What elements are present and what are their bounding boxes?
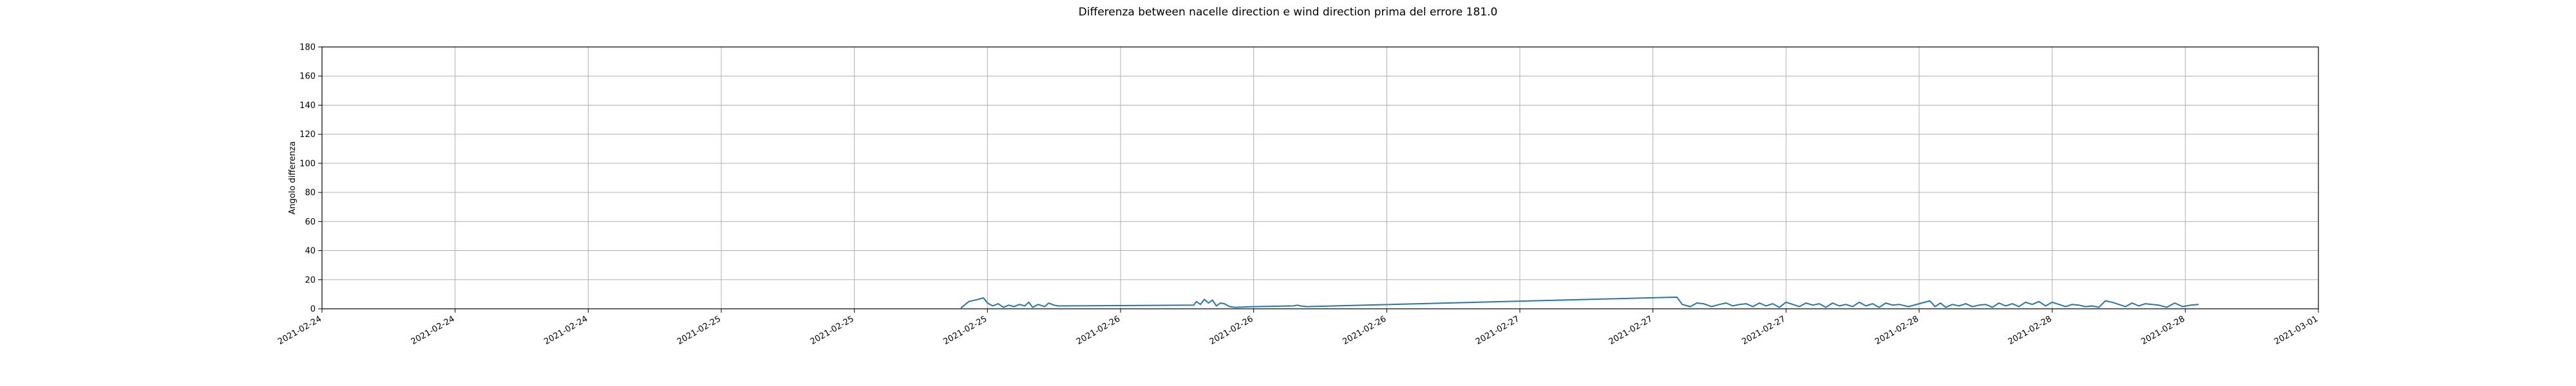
x-tick-label: 2021-02-27: [1474, 314, 1521, 347]
series-layer: [960, 296, 2199, 309]
x-tick-label: 2021-02-28: [2007, 314, 2054, 347]
x-tick-label: 2021-02-25: [809, 314, 856, 347]
x-tick-label: 2021-02-28: [2139, 314, 2186, 347]
y-tick-label: 120: [299, 130, 316, 140]
y-tick-label: 140: [299, 101, 316, 111]
x-tick-label: 2021-03-01: [2273, 314, 2320, 347]
y-tick-label: 60: [305, 217, 316, 227]
x-tick-label: 2021-02-26: [1208, 314, 1255, 347]
y-tick-label: 80: [305, 188, 316, 198]
y-tick-label: 40: [305, 246, 316, 256]
grid-lines: [321, 46, 2319, 309]
x-tick-label: 2021-02-27: [1607, 314, 1654, 347]
y-tick-label: 100: [299, 159, 316, 169]
x-tick-label: 2021-02-24: [276, 314, 323, 347]
x-tick-label: 2021-02-26: [1341, 314, 1388, 347]
series-line: [960, 296, 2199, 309]
plot-frame: [321, 46, 2319, 309]
chart-title: Differenza between nacelle direction e w…: [1079, 6, 1498, 19]
x-tick-label: 2021-02-28: [1873, 314, 1920, 347]
y-tick-label: 180: [299, 43, 316, 53]
x-tick-label: 2021-02-24: [410, 314, 457, 347]
x-tick-label: 2021-02-25: [676, 314, 723, 347]
x-tick-label: 2021-02-24: [542, 314, 589, 347]
y-tick-label: 20: [305, 275, 316, 285]
x-tick-label: 2021-02-25: [942, 314, 989, 347]
y-tick-label: 0: [310, 305, 316, 315]
x-tick-label: 2021-02-27: [1740, 314, 1787, 347]
y-tick-label: 160: [299, 72, 316, 82]
x-tick-label: 2021-02-26: [1075, 314, 1122, 347]
y-axis-label: Angolo differenza: [288, 142, 298, 215]
axes: 0 20 40 60 80 100 120 140 160 180 2021-02-24 2021-0…: [276, 43, 2320, 347]
